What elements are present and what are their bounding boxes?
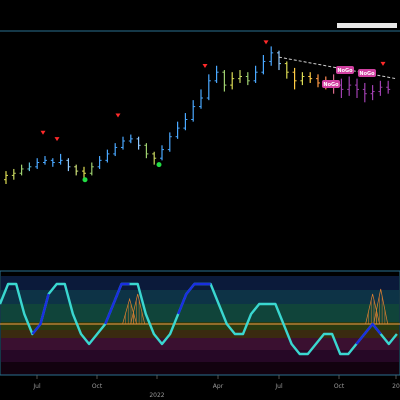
price-bar: [292, 67, 297, 90]
histogram-spike: [373, 288, 389, 325]
histogram-spike: [130, 293, 146, 325]
nogo-badge-label: NoGo: [337, 68, 353, 74]
x-tick-label: Oct: [92, 383, 103, 390]
price-bar: [128, 134, 133, 144]
nogo-badge: NoGo: [358, 69, 376, 77]
price-bar: [378, 80, 383, 96]
x-tick-label: Jul: [32, 383, 41, 390]
x-tick-label: 2022: [149, 392, 164, 399]
oscillator-line-slow-segment: [31, 293, 50, 335]
oscillator-band: [1, 322, 399, 330]
oscillator-line-slow-segment: [104, 282, 130, 325]
up-signal-marker: [82, 177, 88, 183]
price-bar: [214, 65, 219, 83]
price-bar: [89, 162, 94, 176]
nogo-badge: NoGo: [322, 80, 340, 88]
down-signal-marker: [263, 40, 269, 45]
price-bar: [50, 158, 55, 167]
price-bar: [11, 168, 16, 180]
up-signal-marker: [156, 162, 162, 168]
price-bar: [238, 70, 242, 83]
price-bar: [253, 65, 258, 83]
down-signal-marker: [380, 61, 386, 66]
price-bar: [19, 164, 24, 176]
x-tick-label: Jul: [274, 383, 283, 390]
oscillator-band: [1, 362, 399, 375]
price-bar: [113, 143, 118, 157]
price-bar: [245, 72, 250, 86]
price-bar: [230, 72, 235, 90]
oscillator-histogram: [122, 288, 389, 325]
down-signal-marker: [54, 137, 60, 142]
price-bar: [362, 82, 367, 103]
price-bar: [121, 136, 125, 150]
oscillator-band: [1, 290, 399, 304]
price-bar: [261, 55, 266, 75]
price-bar: [160, 145, 164, 161]
oscillator-line-slow-segment: [177, 282, 211, 315]
price-bar: [97, 156, 102, 169]
price-bar: [316, 74, 320, 88]
oscillator-band: [1, 304, 399, 322]
x-axis: Jul Oct 2022 Apr Jul Oct 20: [32, 375, 400, 399]
x-tick-label: 20: [392, 383, 400, 390]
oscillator-band: [1, 338, 399, 350]
price-bar: [183, 113, 188, 131]
price-bar: [206, 74, 211, 101]
price-bar: [386, 80, 391, 94]
oscillator-line-slow-segment: [355, 322, 382, 345]
price-bar: [370, 85, 375, 101]
price-bar: [152, 151, 157, 165]
histogram-spike: [365, 293, 380, 325]
histogram-spike: [122, 297, 137, 325]
price-bar: [308, 72, 313, 83]
price-bar: [347, 76, 352, 96]
price-bar: [58, 153, 63, 165]
price-bar: [277, 50, 281, 71]
price-bar: [27, 162, 32, 172]
nogo-badge-label: NoGo: [359, 71, 375, 77]
price-bar: [43, 156, 47, 165]
price-bar: [35, 158, 40, 169]
price-bar: [222, 70, 227, 92]
price-panel: NoGo NoGo NoGo: [4, 40, 397, 184]
nogo-badge-label: NoGo: [323, 82, 339, 88]
x-tick-label: Apr: [213, 383, 224, 390]
price-bar: [355, 78, 359, 98]
price-bar: [74, 164, 79, 176]
price-bar: [284, 61, 289, 79]
oscillator-lines: [0, 282, 400, 356]
price-bar: [66, 158, 71, 172]
oscillator-band: [1, 330, 399, 338]
price-bar: [105, 149, 110, 163]
price-bar: [144, 143, 149, 159]
nogo-badge: NoGo: [336, 66, 354, 74]
top-right-scroll-bar[interactable]: [337, 23, 397, 28]
down-signal-marker: [40, 130, 46, 135]
down-signal-marker: [202, 64, 208, 69]
down-signal-marker: [115, 113, 121, 118]
x-tick-label: Oct: [334, 383, 345, 390]
price-bar: [167, 132, 172, 152]
price-bar: [199, 89, 203, 109]
price-bar: [4, 171, 8, 184]
price-bar: [136, 136, 141, 150]
price-bar: [300, 72, 305, 86]
price-bar: [191, 100, 196, 122]
price-bar: [175, 121, 180, 139]
price-bar: [269, 46, 274, 66]
oscillator-bands: [1, 276, 399, 375]
